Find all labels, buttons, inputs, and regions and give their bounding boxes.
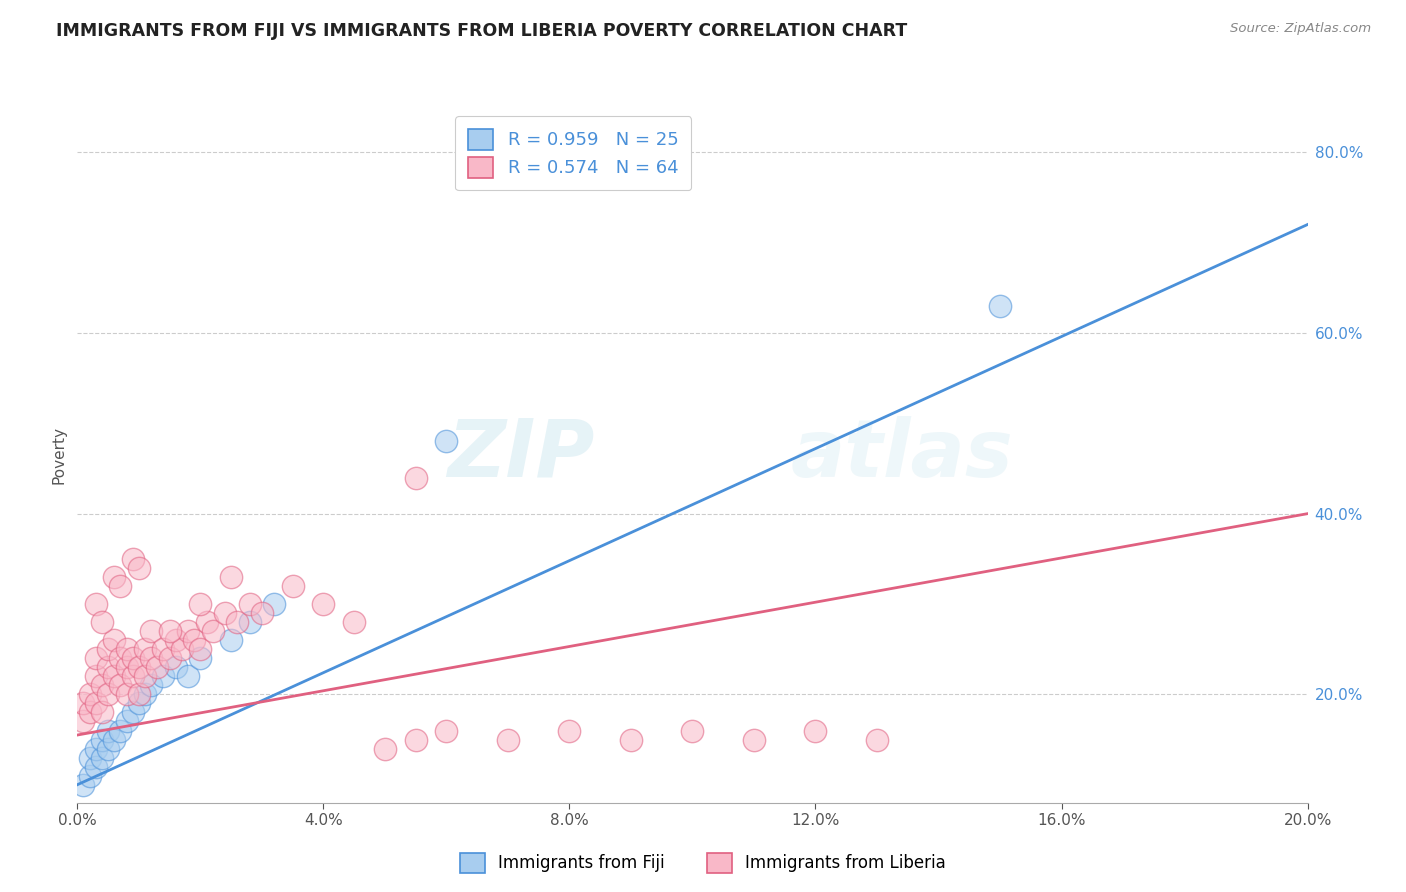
Point <box>436 434 458 449</box>
Point <box>239 597 262 611</box>
Point <box>177 624 200 639</box>
Point <box>405 732 427 747</box>
Point <box>159 651 181 665</box>
Point <box>103 732 125 747</box>
Point <box>103 669 125 683</box>
Text: Source: ZipAtlas.com: Source: ZipAtlas.com <box>1230 22 1371 36</box>
Point <box>103 570 125 584</box>
Point <box>170 642 193 657</box>
Point <box>128 660 150 674</box>
Point <box>97 660 120 674</box>
Text: atlas: atlas <box>792 416 1014 494</box>
Point <box>97 723 120 738</box>
Point <box>219 570 242 584</box>
Point <box>188 642 212 657</box>
Point <box>374 741 396 756</box>
Point <box>219 633 242 648</box>
Point <box>152 642 174 657</box>
Point <box>141 678 163 692</box>
Point <box>134 687 156 701</box>
Point <box>496 732 519 747</box>
Point <box>121 706 143 720</box>
Point <box>115 687 138 701</box>
Point <box>121 651 143 665</box>
Point <box>110 723 132 738</box>
Point <box>804 723 827 738</box>
Point <box>152 669 174 683</box>
Point <box>128 561 150 575</box>
Point <box>90 615 114 629</box>
Point <box>239 615 262 629</box>
Point <box>72 778 94 792</box>
Point <box>90 678 114 692</box>
Text: IMMIGRANTS FROM FIJI VS IMMIGRANTS FROM LIBERIA POVERTY CORRELATION CHART: IMMIGRANTS FROM FIJI VS IMMIGRANTS FROM … <box>56 22 907 40</box>
Point <box>84 651 107 665</box>
Point <box>128 697 150 711</box>
Point <box>405 470 427 484</box>
Text: ZIP: ZIP <box>447 416 595 494</box>
Point <box>115 660 138 674</box>
Point <box>110 678 132 692</box>
Point <box>84 697 107 711</box>
Point <box>110 579 132 593</box>
Point <box>195 615 218 629</box>
Y-axis label: Poverty: Poverty <box>51 425 66 484</box>
Point <box>97 687 120 701</box>
Point <box>620 732 643 747</box>
Point <box>84 759 107 773</box>
Point <box>90 706 114 720</box>
Point <box>165 633 187 648</box>
Point <box>121 551 143 566</box>
Point <box>134 642 156 657</box>
Point <box>128 687 150 701</box>
Point <box>103 633 125 648</box>
Point <box>250 606 273 620</box>
Point <box>90 732 114 747</box>
Point <box>79 687 101 701</box>
Point <box>343 615 366 629</box>
Point <box>281 579 304 593</box>
Point <box>312 597 335 611</box>
Point <box>682 723 704 738</box>
Point <box>121 669 143 683</box>
Point <box>115 642 138 657</box>
Point <box>188 597 212 611</box>
Point <box>79 750 101 764</box>
Legend: R = 0.959   N = 25, R = 0.574   N = 64: R = 0.959 N = 25, R = 0.574 N = 64 <box>456 116 692 190</box>
Legend: Immigrants from Fiji, Immigrants from Liberia: Immigrants from Fiji, Immigrants from Li… <box>454 847 952 880</box>
Point <box>97 642 120 657</box>
Point <box>141 651 163 665</box>
Point <box>115 714 138 729</box>
Point <box>72 714 94 729</box>
Point <box>84 669 107 683</box>
Point <box>134 669 156 683</box>
Point <box>72 697 94 711</box>
Point <box>159 624 181 639</box>
Point <box>141 624 163 639</box>
Point <box>165 660 187 674</box>
Point <box>866 732 889 747</box>
Point <box>226 615 249 629</box>
Point <box>110 651 132 665</box>
Point <box>201 624 224 639</box>
Point <box>742 732 765 747</box>
Point <box>79 769 101 783</box>
Point <box>84 741 107 756</box>
Point <box>183 633 205 648</box>
Point <box>988 299 1011 313</box>
Point <box>146 660 169 674</box>
Point <box>177 669 200 683</box>
Point <box>84 597 107 611</box>
Point <box>97 741 120 756</box>
Point <box>558 723 581 738</box>
Point <box>214 606 236 620</box>
Point <box>436 723 458 738</box>
Point <box>79 706 101 720</box>
Point <box>90 750 114 764</box>
Point <box>188 651 212 665</box>
Point <box>263 597 285 611</box>
